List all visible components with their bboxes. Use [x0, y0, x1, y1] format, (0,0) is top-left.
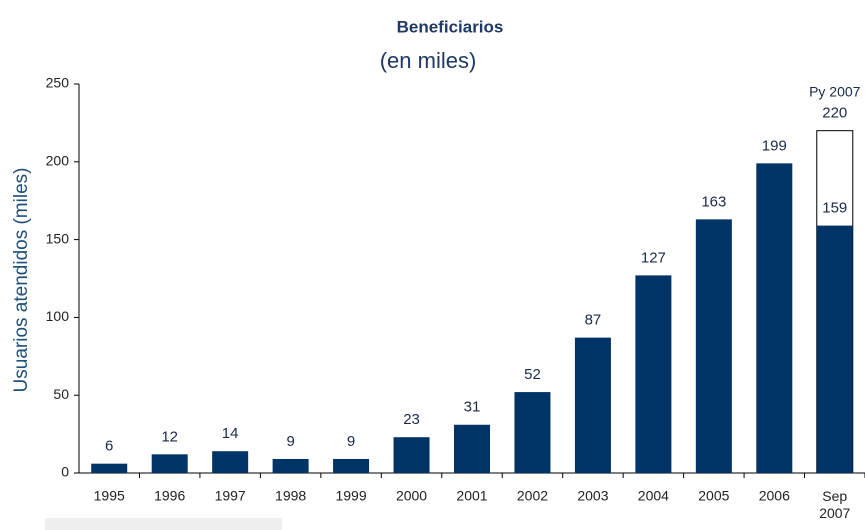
y-tick-label: 250 [46, 75, 70, 91]
bar [151, 454, 188, 473]
x-tick-label: 2004 [638, 488, 669, 504]
annotation: Py 2007 [809, 83, 861, 99]
bar [695, 219, 732, 473]
bar [454, 424, 490, 473]
y-tick-label: 0 [61, 464, 69, 480]
y-tick-label: 150 [46, 230, 70, 246]
x-tick-label: 2006 [759, 488, 790, 504]
y-tick-label: 200 [46, 153, 70, 169]
bar [333, 458, 370, 473]
value-label: 9 [347, 433, 355, 450]
value-label: 220 [822, 105, 847, 122]
value-label: 159 [822, 200, 847, 217]
value-label: 31 [464, 399, 481, 416]
x-tick-label: 1997 [215, 488, 246, 504]
x-tick-label: 2003 [577, 488, 608, 504]
x-tick-label: 2005 [698, 488, 729, 504]
footer-bar [45, 518, 282, 530]
value-label: 14 [222, 425, 239, 442]
value-label: 163 [701, 193, 726, 210]
value-label: 87 [585, 312, 602, 329]
value-label: 9 [286, 433, 294, 450]
bar [514, 392, 551, 473]
x-tick-label: 1998 [275, 488, 306, 504]
bar [635, 275, 672, 473]
bar [91, 463, 128, 473]
bar [212, 451, 249, 473]
bar [816, 225, 853, 473]
bar [272, 458, 309, 473]
value-label: 199 [762, 137, 787, 154]
y-tick-label: 100 [46, 308, 70, 324]
y-axis-label: Usuarios atendidos (miles) [11, 168, 32, 393]
chart-subtitle: (en miles) [380, 48, 477, 73]
value-label: 6 [105, 438, 113, 455]
bar [574, 337, 611, 473]
chart-title: Beneficiarios [397, 17, 504, 36]
value-label: 12 [161, 428, 178, 445]
x-tick-label: 2000 [396, 488, 427, 504]
x-tick-label: 1996 [154, 488, 185, 504]
x-tick-label: 2001 [456, 488, 487, 504]
y-tick-label: 50 [53, 386, 69, 402]
x-tick-label: 2002 [517, 488, 548, 504]
value-label: 52 [524, 366, 541, 383]
value-label: 23 [403, 411, 420, 428]
x-tick-label: 1999 [335, 488, 366, 504]
x-tick-label: 1995 [94, 488, 125, 504]
bar [756, 163, 793, 473]
bar [393, 437, 430, 473]
x-tick-label: Sep 2007 [819, 488, 850, 521]
value-label: 127 [641, 249, 666, 266]
